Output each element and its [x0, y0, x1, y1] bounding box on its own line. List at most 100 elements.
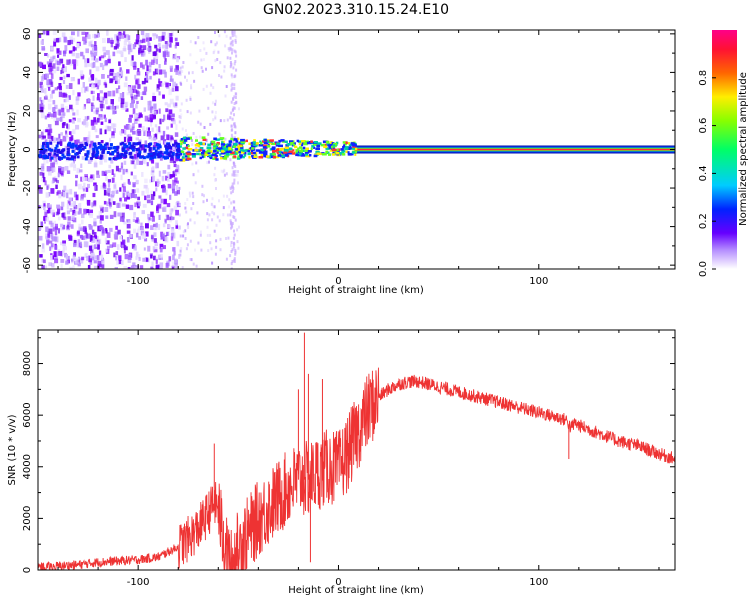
- heatmap-cell: [39, 204, 42, 209]
- heatmap-cell: [62, 155, 66, 159]
- heatmap-cell: [237, 155, 240, 158]
- heatmap-cell: [270, 142, 275, 145]
- heatmap-cell: [302, 146, 306, 150]
- heatmap-cell: [189, 239, 192, 243]
- heatmap-cell: [76, 43, 80, 49]
- heatmap-cell: [44, 265, 47, 269]
- heatmap-cell: [156, 178, 160, 183]
- heatmap-cell: [60, 223, 64, 227]
- y-tick-label: 20: [22, 105, 33, 118]
- heatmap-cell: [234, 209, 237, 213]
- heatmap-cell: [104, 207, 109, 212]
- heatmap-cell: [54, 87, 58, 91]
- heatmap-cell: [347, 153, 352, 156]
- heatmap-cell: [136, 113, 140, 118]
- heatmap-cell: [229, 219, 232, 223]
- heatmap-cell: [73, 155, 76, 159]
- heatmap-cell: [67, 221, 71, 228]
- heatmap-cell: [258, 151, 264, 154]
- heatmap-cell: [189, 40, 192, 44]
- heatmap-cell: [112, 190, 115, 196]
- heatmap-cell: [345, 150, 349, 153]
- heatmap-cell: [189, 111, 192, 115]
- heatmap-cell: [47, 203, 50, 208]
- heatmap-cell: [87, 115, 90, 120]
- heatmap-cell: [243, 154, 247, 157]
- heatmap-cell: [298, 153, 302, 156]
- heatmap-cell: [155, 257, 158, 261]
- heatmap-cell: [109, 205, 112, 209]
- heatmap-cell: [68, 197, 72, 202]
- heatmap-cell: [134, 74, 137, 80]
- heatmap-cell: [152, 246, 155, 251]
- heatmap-cell: [78, 148, 82, 152]
- heatmap-cell: [207, 143, 211, 147]
- heatmap-cell: [80, 51, 84, 57]
- heatmap-cell: [181, 70, 184, 73]
- heatmap-cell: [187, 222, 189, 226]
- heatmap-cell: [216, 151, 219, 154]
- heatmap-cell: [40, 166, 45, 172]
- heatmap-cell: [112, 76, 117, 81]
- heatmap-cell: [183, 141, 186, 145]
- heatmap-cell: [46, 158, 49, 164]
- heatmap-cell: [97, 225, 102, 232]
- heatmap-cell: [203, 155, 206, 158]
- heatmap-cell: [176, 190, 180, 195]
- heatmap-cell: [202, 138, 207, 141]
- heatmap-cell: [123, 221, 127, 225]
- heatmap-cell: [162, 94, 165, 99]
- heatmap-cell: [147, 132, 150, 137]
- heatmap-cell: [98, 56, 102, 61]
- heatmap-cell: [208, 213, 211, 217]
- heatmap-cell: [125, 108, 129, 112]
- heatmap-cell: [114, 34, 117, 39]
- heatmap-cell: [147, 127, 150, 131]
- heatmap-cell: [155, 162, 158, 169]
- heatmap-cell: [148, 49, 151, 54]
- heatmap-cell: [206, 218, 209, 222]
- heatmap-cell: [266, 155, 270, 158]
- heatmap-cell: [80, 227, 84, 231]
- heatmap-cell: [234, 250, 237, 254]
- heatmap-cell: [189, 258, 192, 261]
- heatmap-cell: [140, 96, 144, 100]
- heatmap-cell: [172, 179, 176, 186]
- heatmap-cell: [58, 251, 62, 256]
- heatmap-cell: [103, 92, 108, 99]
- heatmap-cell: [108, 157, 112, 161]
- heatmap-cell: [49, 154, 52, 160]
- heatmap-cell: [69, 36, 73, 42]
- heatmap-cell: [167, 171, 171, 177]
- heatmap-cell: [88, 41, 92, 47]
- heatmap-cell: [163, 198, 167, 205]
- heatmap-cell: [275, 155, 280, 159]
- heatmap-cell: [292, 149, 295, 152]
- heatmap-cell: [116, 260, 120, 265]
- heatmap-cell: [189, 218, 192, 222]
- heatmap-cell: [78, 223, 81, 228]
- heatmap-cell: [124, 154, 128, 158]
- heatmap-cell: [144, 195, 147, 201]
- heatmap-cell: [263, 154, 266, 158]
- heatmap-cell: [72, 89, 75, 96]
- heatmap-cell: [67, 40, 71, 46]
- heatmap-cell: [143, 184, 148, 189]
- heatmap-cell: [215, 147, 220, 151]
- heatmap-cell: [233, 145, 237, 148]
- heatmap-cell: [200, 58, 203, 62]
- heatmap-cell: [295, 153, 299, 157]
- heatmap-cell: [155, 143, 159, 147]
- heatmap-cell: [233, 33, 236, 37]
- heatmap-cell: [178, 203, 181, 207]
- heatmap-cell: [53, 137, 56, 143]
- heatmap-cell: [64, 252, 67, 258]
- heatmap-cell: [165, 263, 169, 268]
- heatmap-cell: [72, 117, 76, 121]
- y-tick-label: 2000: [22, 506, 33, 531]
- heatmap-cell: [87, 58, 90, 64]
- heatmap-cell: [240, 138, 245, 142]
- heatmap-cell: [176, 57, 179, 63]
- heatmap-cell: [325, 147, 329, 150]
- heatmap-cell: [328, 146, 333, 149]
